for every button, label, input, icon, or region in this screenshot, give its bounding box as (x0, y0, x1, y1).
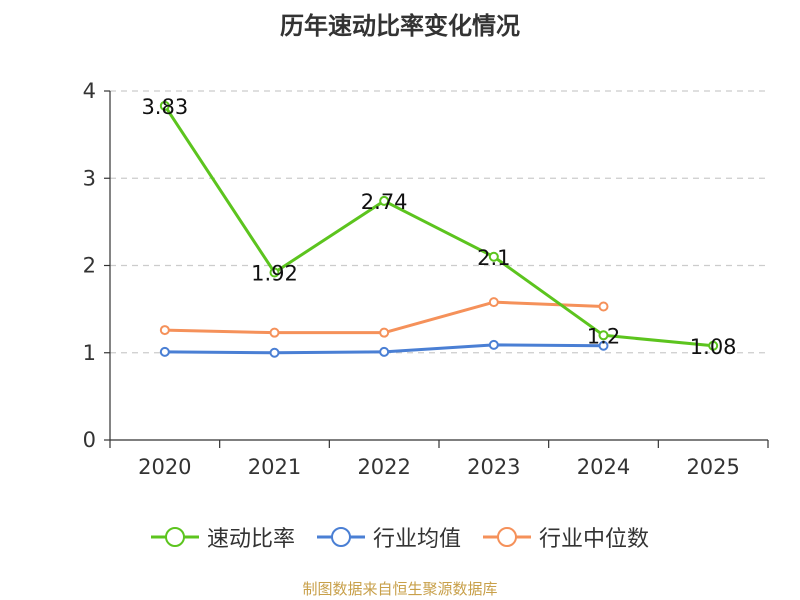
data-label: 1.92 (251, 261, 298, 285)
source-note: 制图数据来自恒生聚源数据库 (302, 580, 498, 598)
series-lines (159, 100, 719, 358)
legend-item[interactable]: 行业中位数 (483, 521, 649, 553)
data-label: 2.74 (361, 190, 408, 214)
legend: 速动比率 行业均值 行业中位数 (0, 520, 800, 554)
x-tick-label: 2025 (686, 455, 739, 479)
data-point (159, 325, 170, 336)
y-tick-label: 2 (83, 254, 96, 278)
data-point (379, 327, 390, 338)
data-point (269, 327, 280, 338)
y-tick-label: 0 (83, 428, 96, 452)
data-label: 2.1 (477, 246, 510, 270)
data-point (159, 100, 170, 111)
legend-label: 行业中位数 (539, 527, 650, 552)
data-point (379, 346, 390, 357)
x-tick-label: 2022 (357, 455, 410, 479)
data-point (488, 251, 499, 262)
x-tick-label: 2023 (467, 455, 520, 479)
data-point (159, 346, 170, 357)
data-label: 1.2 (587, 324, 620, 348)
x-tick-label: 2024 (577, 455, 630, 479)
data-labels: 3.83 1.92 2.74 2.1 1.2 1.08 (141, 95, 736, 359)
data-point (488, 339, 499, 350)
data-label: 3.83 (141, 95, 188, 119)
chart-title: 历年速动比率变化情况 (280, 12, 520, 40)
data-point (598, 330, 609, 341)
y-tick-label: 1 (83, 341, 96, 365)
grid-lines (110, 90, 768, 354)
x-tick-label: 2020 (138, 455, 191, 479)
data-point (379, 195, 390, 206)
legend-item[interactable]: 行业均值 (316, 521, 461, 553)
data-label: 1.08 (690, 335, 737, 359)
y-tick-label: 3 (83, 166, 96, 190)
legend-swatch (150, 527, 199, 547)
series-line-0 (163, 105, 714, 348)
legend-item[interactable]: 速动比率 (150, 521, 295, 553)
data-point (708, 340, 719, 351)
data-point (488, 297, 499, 308)
data-point (269, 267, 280, 278)
axes: 0 1 2 3 4 2020 2021 2022 2023 2024 2025 (83, 79, 769, 479)
legend-swatch (316, 527, 365, 547)
legend-label: 行业均值 (372, 527, 461, 552)
legend-label: 速动比率 (206, 527, 295, 552)
data-point (598, 340, 609, 351)
legend-swatch (483, 527, 531, 547)
x-tick-label: 2021 (248, 455, 301, 479)
data-point (269, 347, 280, 358)
y-tick-label: 4 (83, 79, 96, 103)
data-point (598, 301, 609, 312)
